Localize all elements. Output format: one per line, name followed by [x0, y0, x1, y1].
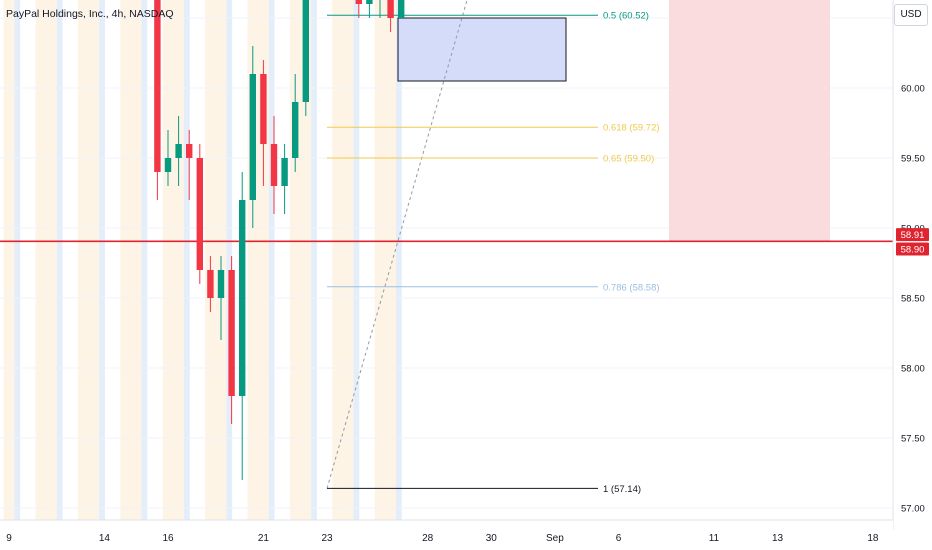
session-band [14, 0, 21, 520]
session-band [226, 0, 233, 520]
time-tick-label: 13 [772, 533, 784, 544]
stop-zone [669, 0, 830, 242]
candle-body [217, 270, 225, 298]
session-band [385, 0, 396, 520]
position-zones [397, 0, 830, 242]
time-axis-bg [0, 520, 893, 550]
candle-body [186, 144, 193, 158]
session-band [395, 0, 402, 520]
candle-body [175, 144, 182, 158]
session-band [141, 0, 148, 520]
time-tick-label: 11 [709, 533, 720, 544]
time-tick-label: 23 [321, 533, 333, 544]
session-band [258, 0, 269, 520]
price-tick-label: 57.50 [901, 434, 925, 445]
order-block [397, 17, 567, 82]
session-band [247, 0, 259, 520]
fib-level-label: 0.618 (59.72) [603, 123, 660, 134]
session-band [162, 0, 174, 520]
candle-body [398, 0, 405, 18]
candle-body [260, 74, 267, 144]
candle-body [270, 144, 278, 186]
session-band [311, 0, 317, 520]
session-band [46, 0, 57, 520]
session-band [173, 0, 184, 520]
fib-level-label: 0.5 (60.52) [603, 11, 649, 22]
candle-body [292, 102, 299, 158]
horizontal-lines[interactable] [0, 0, 893, 243]
session-band [77, 0, 89, 520]
price-label-bg [896, 242, 929, 256]
candle-body [355, 0, 362, 4]
price-tick-label: 59.50 [901, 154, 925, 165]
time-tick-label: 21 [258, 533, 270, 544]
session-band [374, 0, 386, 520]
price-label: 58.90 [901, 245, 925, 256]
fib-level-label: 1 (57.14) [603, 484, 641, 495]
candle-body [387, 0, 394, 18]
time-axis[interactable]: 9 14 16 21 23 28 30 Sep 6 11 13 18 [0, 519, 893, 550]
time-tick-label: 30 [486, 533, 498, 544]
candle-body [302, 0, 309, 102]
currency-button[interactable]: USD [894, 4, 928, 26]
fib-trend-line [326, 0, 468, 489]
fib-retracement[interactable]: 0 (63.89)0.382 (61.31)0.5 (60.52)0.618 (… [326, 0, 660, 495]
candle-body [239, 200, 246, 396]
price-tick-label: 57.00 [901, 504, 925, 515]
time-tick-label: 16 [162, 533, 174, 544]
session-band [300, 0, 312, 520]
session-band [130, 0, 142, 520]
candle-body [154, 0, 161, 172]
session-band [289, 0, 301, 520]
price-tick-label: 60.00 [901, 84, 925, 95]
price-label-bg [896, 228, 929, 242]
time-tick-label: 14 [99, 533, 111, 544]
price-tick-label: 58.00 [901, 364, 925, 375]
price-label: 58.91 [901, 230, 925, 241]
session-band [342, 0, 354, 520]
candle-body [281, 158, 288, 186]
session-band [3, 0, 15, 520]
candle-body [366, 0, 373, 4]
candle-body [207, 270, 214, 298]
time-tick-label: 18 [867, 533, 879, 544]
price-axis-bg [893, 0, 932, 550]
session-band [120, 0, 131, 520]
chart-title: PayPal Holdings, Inc., 4h, NASDAQ [6, 8, 174, 20]
fib-level-label: 0.786 (58.58) [603, 282, 660, 293]
session-band [56, 0, 63, 520]
fib-level-label: 0.65 (59.50) [603, 154, 654, 165]
session-band [99, 0, 105, 520]
time-tick-label: 28 [422, 533, 434, 544]
session-band [88, 0, 100, 520]
candle-body [196, 158, 203, 270]
candle-body [164, 158, 172, 172]
price-axis[interactable]: 57.0057.5058.0058.5059.0059.5060.0060.50… [892, 0, 932, 550]
time-tick-label: Sep [546, 533, 564, 544]
candle-body [228, 270, 235, 396]
session-band [35, 0, 47, 520]
session-band [332, 0, 343, 520]
session-band [268, 0, 275, 520]
session-band [183, 0, 190, 520]
price-tick-label: 58.50 [901, 294, 925, 305]
session-band [353, 0, 360, 520]
time-tick-label: 6 [616, 533, 622, 544]
time-tick-label: 9 [6, 533, 12, 544]
candles [154, 0, 405, 480]
candle-body [249, 74, 256, 200]
